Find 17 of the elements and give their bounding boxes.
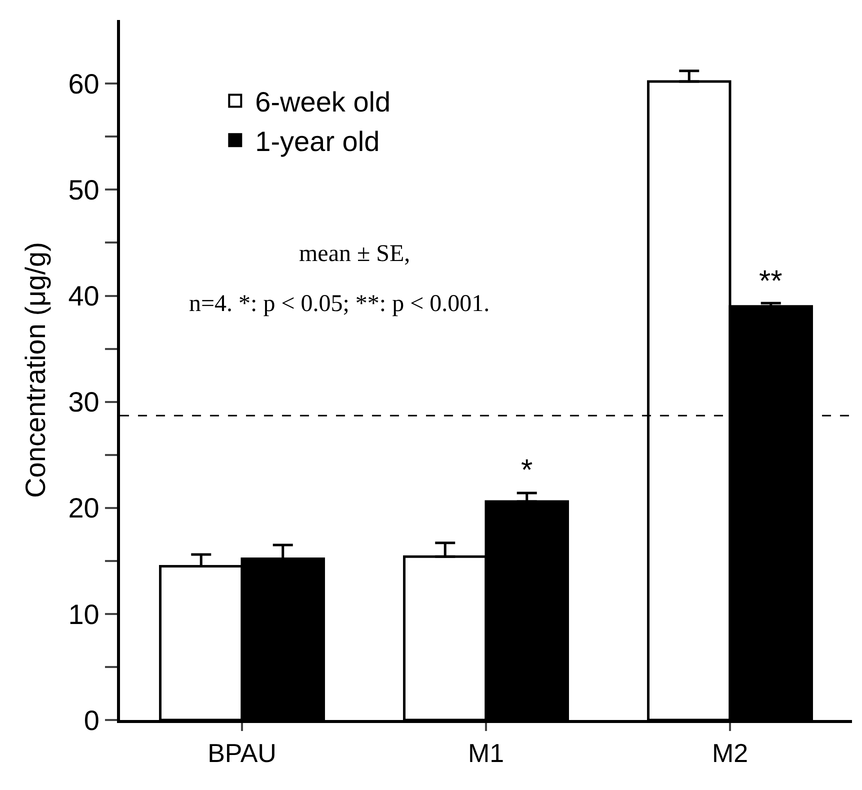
y-tick-label: 20 — [68, 492, 100, 524]
annotation: * — [521, 454, 533, 487]
y-tick-label: 10 — [68, 598, 100, 630]
annotation: n=4. *: p < 0.05; **: p < 0.001. — [189, 291, 490, 317]
annotation: ** — [759, 265, 783, 298]
x-tick-label: BPAU — [208, 738, 276, 768]
x-tick-label: M1 — [468, 738, 504, 768]
annotation: mean ± SE, — [299, 241, 410, 267]
y-tick-label: 0 — [84, 704, 100, 736]
x-tick-label: M2 — [712, 738, 748, 768]
y-tick-label: 60 — [68, 68, 100, 100]
y-tick-label: 30 — [68, 386, 100, 418]
y-tick-label: 50 — [68, 174, 100, 206]
y-axis-title: Concentration (μg/g) — [20, 242, 51, 498]
legend-label: 6-week old — [255, 86, 391, 118]
y-tick-label: 40 — [68, 280, 100, 312]
legend-label: 1-year old — [255, 126, 380, 158]
